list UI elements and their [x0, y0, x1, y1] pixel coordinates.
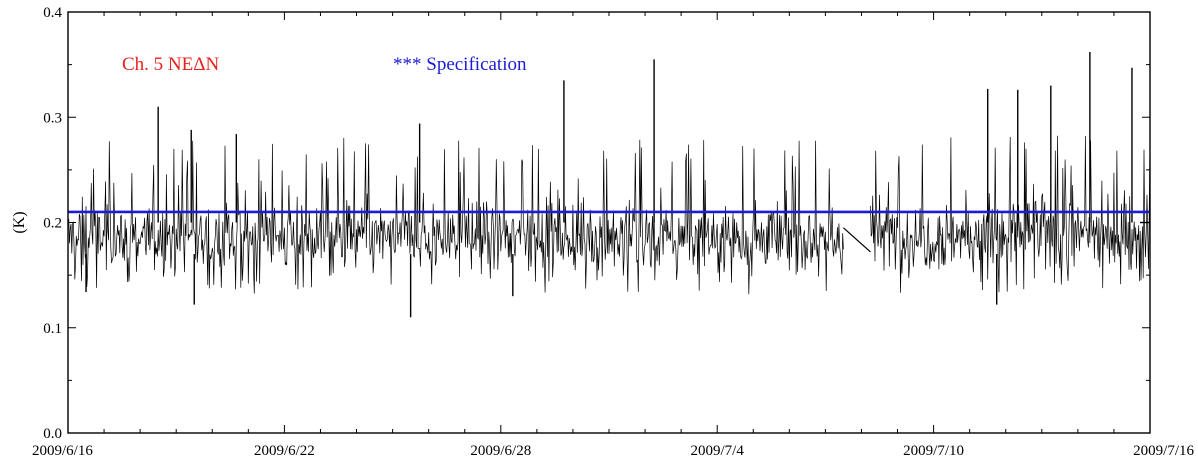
y-tick-label: 0.2 — [43, 216, 62, 232]
y-tick-label: 0.3 — [43, 110, 62, 126]
x-tick-label: 2009/7/16 — [1133, 443, 1194, 459]
x-tick-label: 2009/6/22 — [254, 443, 315, 459]
legend-specification: *** Specification — [393, 54, 527, 75]
y-tick-label: 0.4 — [43, 5, 62, 21]
series-ch5-gap-connector — [843, 227, 871, 253]
data-layer — [67, 51, 1151, 318]
y-tick-label: 0.0 — [43, 426, 62, 442]
x-tick-label: 2009/6/16 — [32, 443, 93, 459]
y-tick-label: 0.1 — [43, 321, 62, 337]
x-tick-label: 2009/7/4 — [691, 443, 745, 459]
x-tick-label: 2009/6/28 — [470, 443, 531, 459]
x-tick-label: 2009/7/10 — [903, 443, 964, 459]
series-ch5-segment-2 — [870, 135, 1151, 293]
series-ch5-segment-1 — [67, 137, 844, 295]
legend-ch5-neden: Ch. 5 NEΔN — [122, 54, 219, 75]
axis-ticks: 0.0 0.1 0.2 0.3 0.4 2009/6/16 2009/6/22 2009/6/… — [32, 5, 1194, 459]
y-axis-title: (K) — [11, 211, 28, 233]
